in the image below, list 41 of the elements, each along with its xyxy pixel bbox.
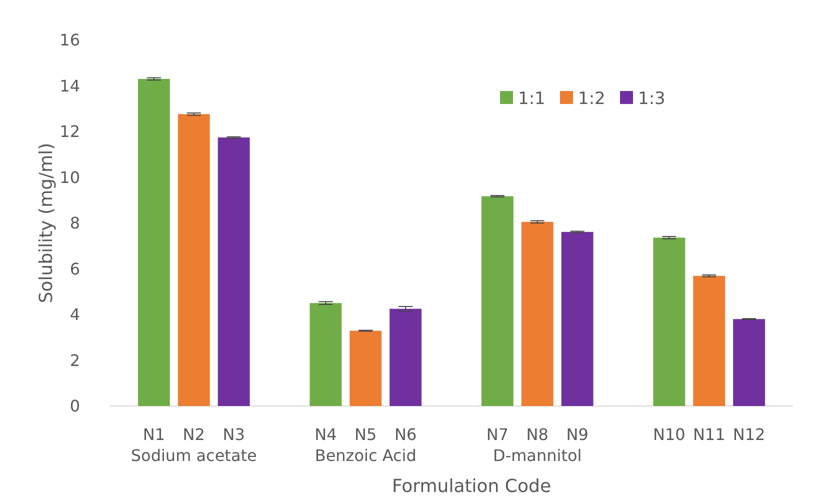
bar	[481, 196, 514, 406]
bar	[733, 319, 766, 406]
bar	[693, 276, 726, 406]
y-tick-label: 14	[60, 76, 80, 96]
bar	[521, 222, 554, 406]
x-tick-label: N2	[182, 425, 205, 444]
legend-label: 1:3	[638, 88, 666, 109]
y-axis-title: Solubility (mg/ml)	[36, 142, 57, 304]
bar	[310, 303, 342, 406]
y-tick-label: 8	[70, 214, 80, 233]
y-tick-label: 16	[60, 30, 80, 50]
bar	[178, 114, 210, 406]
y-tick-label: 4	[70, 305, 80, 324]
x-tick-label: N4	[314, 425, 337, 444]
x-tick-label: N1	[142, 425, 166, 444]
bar	[138, 78, 170, 406]
y-tick-label: 6	[70, 259, 80, 278]
bar	[653, 238, 686, 406]
bar	[561, 232, 594, 406]
x-tick-label: N12	[732, 425, 766, 444]
x-tick-label: N7	[486, 425, 509, 444]
text: Sodium acetate	[130, 446, 257, 465]
y-tick-label: 10	[60, 168, 80, 187]
legend-label: 1:2	[578, 88, 606, 109]
bar	[350, 330, 382, 406]
x-tick-label: N8	[526, 425, 548, 444]
x-tick-label: N11	[692, 425, 726, 444]
bar	[390, 308, 422, 406]
x-tick-label: N3	[222, 425, 245, 444]
x-tick-label: N10	[653, 425, 686, 444]
y-tick-label: 12	[60, 122, 80, 142]
x-tick-label: N6	[394, 425, 417, 444]
bar	[218, 137, 250, 406]
text: D-mannitol	[493, 446, 582, 465]
y-tick-label: 2	[70, 350, 80, 370]
legend-label: 1:1	[518, 88, 546, 109]
x-axis-title: Formulation Code	[392, 476, 552, 497]
text: Benzoic Acid	[314, 446, 416, 465]
x-tick-label: N9	[566, 425, 588, 444]
x-tick-label: N5	[354, 425, 377, 444]
y-tick-label: 0	[70, 396, 80, 416]
